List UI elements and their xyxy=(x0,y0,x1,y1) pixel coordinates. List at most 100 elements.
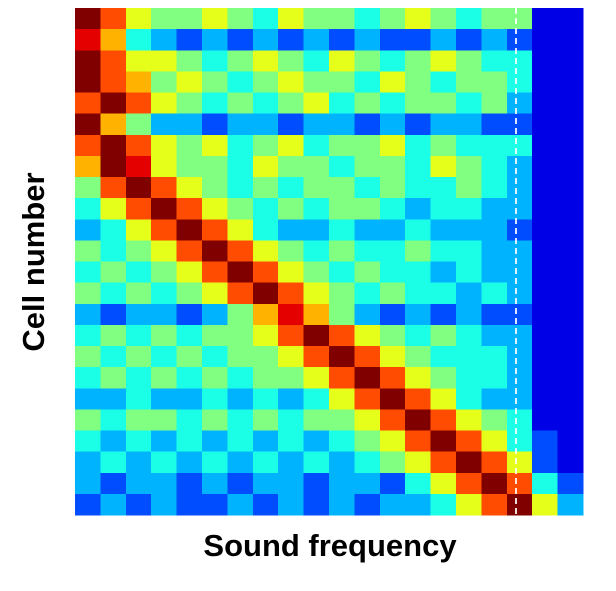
heatmap-cell xyxy=(202,472,228,495)
heatmap-cell xyxy=(430,134,457,157)
heatmap-cell xyxy=(75,198,101,220)
heatmap-cell xyxy=(506,29,533,51)
heatmap xyxy=(75,8,584,516)
heatmap-cell xyxy=(252,92,279,115)
heatmap-cell xyxy=(379,324,406,347)
heatmap-cell xyxy=(125,346,152,368)
heatmap-cell xyxy=(456,155,482,178)
heatmap-cell xyxy=(202,282,228,305)
heatmap-cell xyxy=(506,177,533,199)
heatmap-cell xyxy=(481,493,508,516)
heatmap-cell xyxy=(405,155,432,178)
heatmap-cell xyxy=(227,198,254,220)
heatmap-cell xyxy=(481,113,508,136)
heatmap-cell xyxy=(430,155,457,178)
heatmap-cell xyxy=(456,261,482,284)
heatmap-cell xyxy=(176,472,203,495)
heatmap-cell xyxy=(532,8,559,30)
heatmap-cell xyxy=(532,177,559,199)
heatmap-cell xyxy=(329,367,355,389)
heatmap-cell xyxy=(100,261,127,284)
heatmap-cell xyxy=(227,346,254,368)
heatmap-cell xyxy=(100,155,127,178)
heatmap-cell xyxy=(430,367,457,389)
heatmap-cell xyxy=(278,155,305,178)
heatmap-cell xyxy=(329,50,355,72)
heatmap-cell xyxy=(506,8,533,30)
heatmap-cell xyxy=(202,493,228,516)
heatmap-cell xyxy=(252,472,279,495)
heatmap-cell xyxy=(100,71,127,93)
heatmap-cell xyxy=(125,367,152,389)
heatmap-cell xyxy=(125,219,152,241)
heatmap-cell xyxy=(202,430,228,453)
heatmap-cell xyxy=(125,198,152,220)
heatmap-cell xyxy=(379,261,406,284)
heatmap-cell xyxy=(75,346,101,368)
heatmap-cell xyxy=(151,303,178,326)
heatmap-cell xyxy=(303,367,330,389)
heatmap-cell xyxy=(151,430,178,453)
heatmap-cell xyxy=(151,8,178,30)
heatmap-cell xyxy=(430,29,457,51)
heatmap-cell xyxy=(125,282,152,305)
heatmap-cell xyxy=(456,282,482,305)
heatmap-cell xyxy=(557,451,584,474)
heatmap-cell xyxy=(75,451,101,474)
heatmap-cell xyxy=(456,113,482,136)
heatmap-cell xyxy=(252,219,279,241)
heatmap-cell xyxy=(202,219,228,241)
heatmap-cell xyxy=(456,92,482,115)
heatmap-cell xyxy=(557,261,584,284)
heatmap-cell xyxy=(405,198,432,220)
heatmap-cell xyxy=(405,219,432,241)
heatmap-cell xyxy=(506,303,533,326)
heatmap-cell xyxy=(405,430,432,453)
heatmap-cell xyxy=(278,177,305,199)
heatmap-cell xyxy=(557,472,584,495)
heatmap-cell xyxy=(405,8,432,30)
heatmap-cell xyxy=(456,493,482,516)
heatmap-cell xyxy=(506,240,533,262)
heatmap-cell xyxy=(354,177,381,199)
heatmap-cell xyxy=(151,388,178,410)
heatmap-cell xyxy=(100,177,127,199)
heatmap-cell xyxy=(75,240,101,262)
heatmap-cell xyxy=(227,29,254,51)
heatmap-cell xyxy=(456,430,482,453)
heatmap-cell xyxy=(506,324,533,347)
heatmap-cell xyxy=(202,451,228,474)
heatmap-cell xyxy=(557,50,584,72)
heatmap-cell xyxy=(125,177,152,199)
heatmap-cell xyxy=(252,409,279,431)
heatmap-cell xyxy=(252,155,279,178)
heatmap-cell xyxy=(405,367,432,389)
heatmap-cell xyxy=(405,29,432,51)
heatmap-cell xyxy=(430,282,457,305)
heatmap-cell xyxy=(354,134,381,157)
heatmap-cell xyxy=(278,113,305,136)
heatmap-cell xyxy=(405,472,432,495)
heatmap-cell xyxy=(125,409,152,431)
heatmap-cell xyxy=(75,303,101,326)
heatmap-cell xyxy=(456,198,482,220)
heatmap-cell xyxy=(278,493,305,516)
heatmap-cell xyxy=(506,261,533,284)
heatmap-cell xyxy=(430,493,457,516)
heatmap-cell xyxy=(252,29,279,51)
heatmap-cell xyxy=(506,451,533,474)
heatmap-cell xyxy=(456,219,482,241)
heatmap-cell xyxy=(481,155,508,178)
heatmap-cell xyxy=(532,367,559,389)
heatmap-cell xyxy=(75,29,101,51)
heatmap-cell xyxy=(75,388,101,410)
heatmap-cell xyxy=(125,430,152,453)
heatmap-cell xyxy=(75,430,101,453)
heatmap-cell xyxy=(303,240,330,262)
heatmap-cell xyxy=(75,324,101,347)
heatmap-cell xyxy=(379,409,406,431)
heatmap-cell xyxy=(278,219,305,241)
heatmap-cell xyxy=(430,240,457,262)
heatmap-cell xyxy=(354,71,381,93)
heatmap-cell xyxy=(379,50,406,72)
